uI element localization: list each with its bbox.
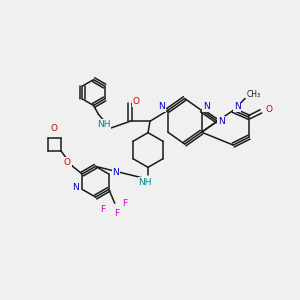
Text: CH₃: CH₃ bbox=[247, 90, 261, 99]
Text: F: F bbox=[100, 205, 105, 214]
Text: O: O bbox=[64, 158, 71, 166]
Text: N: N bbox=[112, 167, 119, 176]
Text: F: F bbox=[122, 199, 127, 208]
Text: O: O bbox=[51, 124, 58, 133]
Text: F: F bbox=[114, 209, 119, 218]
Text: N: N bbox=[158, 102, 165, 111]
Text: N: N bbox=[203, 102, 210, 111]
Text: N: N bbox=[234, 102, 241, 111]
Text: O: O bbox=[266, 105, 272, 114]
Text: NH: NH bbox=[97, 120, 110, 129]
Text: NH: NH bbox=[138, 178, 152, 187]
Text: N: N bbox=[72, 183, 79, 192]
Text: O: O bbox=[133, 97, 140, 106]
Text: N: N bbox=[218, 117, 225, 126]
